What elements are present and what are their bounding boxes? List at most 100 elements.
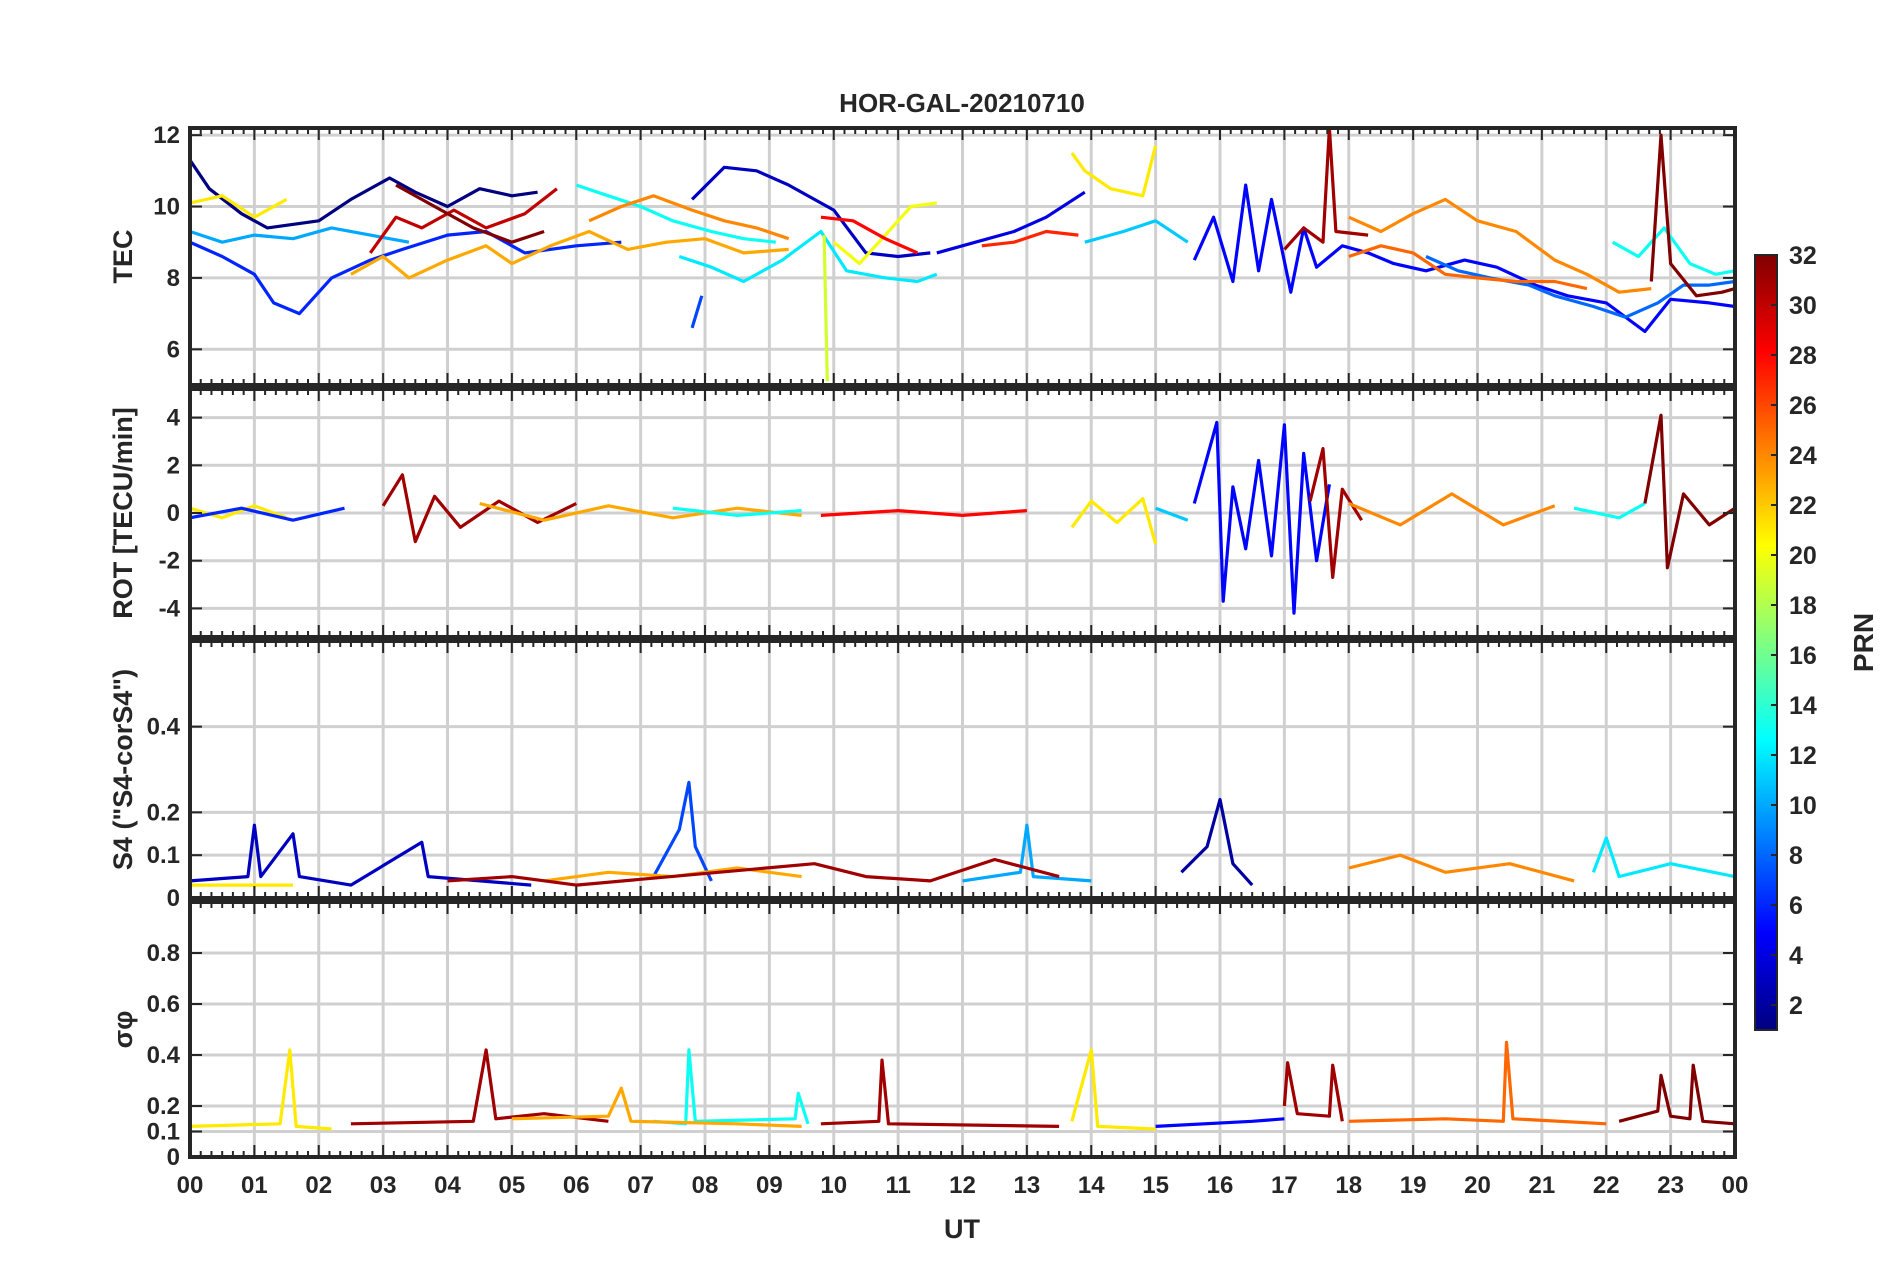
series-line-prn-7 [690, 295, 704, 329]
x-tick-label: 14 [1078, 1172, 1105, 1199]
series-line-prn-32 [395, 183, 545, 244]
panel-sigma: 00.10.2 0.4 0.6 0.8 σφ 00 01 02 03 04 05 06 07 08 09 10… [108, 900, 1749, 1199]
x-tick-label: 13 [1014, 1172, 1041, 1199]
colorbar-tick-label: 30 [1789, 292, 1817, 320]
colorbar-tick-label: 12 [1789, 742, 1817, 770]
series-line-prn-24 [1348, 492, 1556, 527]
series-line-prn-25 [1348, 244, 1588, 291]
y-axis-label: TEC [108, 230, 138, 284]
series-line-prn-25 [1348, 1040, 1607, 1126]
colorbar-tick-label: 22 [1789, 492, 1817, 520]
series-line-prn-11 [1084, 219, 1189, 244]
colorbar-label: PRN [1848, 613, 1879, 672]
colorbar-tick-label: 6 [1789, 892, 1803, 920]
x-tick-label: 22 [1593, 1172, 1620, 1199]
series-line-prn-20 [832, 201, 938, 266]
x-tick-label: 15 [1142, 1172, 1169, 1199]
series-line-prn-31 [350, 1048, 609, 1126]
series-line-prn-31 [820, 1058, 1060, 1128]
y-tick-label: -2 [159, 548, 180, 575]
series-line-prn-7 [652, 780, 713, 882]
series-group [190, 128, 1735, 382]
x-tick-label: 09 [756, 1172, 783, 1199]
series-line-prn-21 [190, 1048, 332, 1131]
colorbar-frame [1754, 254, 1778, 1031]
series-line-prn-31 [447, 857, 1060, 887]
y-tick-label: 0.2 [147, 799, 180, 826]
series-line-prn-31 [1308, 447, 1363, 579]
panel-s4: 0 0.1 0.2 0.4 S4 ("S4-corS4") [108, 639, 1737, 912]
series-line-prn-21 [1070, 497, 1158, 545]
axes-frame [188, 900, 1737, 1159]
x-tick-label: 01 [241, 1172, 268, 1199]
y-tick-label: 8 [167, 265, 180, 292]
colorbar-tick-label: 28 [1789, 342, 1817, 370]
colorbar-tick-label: 14 [1789, 692, 1817, 720]
series-line-prn-5 [1192, 420, 1331, 615]
series-line-prn-3 [690, 165, 931, 259]
y-axis-label: ROT [TECU/min] [108, 407, 138, 618]
axes-frame [188, 126, 1737, 387]
y-tick-label: 0.4 [147, 1042, 181, 1069]
x-tick-label: 18 [1335, 1172, 1362, 1199]
series-line-prn-32 [1643, 413, 1735, 570]
x-tick-label: 05 [499, 1172, 526, 1199]
axes-frame [188, 387, 1737, 639]
series-line-prn-19 [822, 235, 829, 382]
y-tick-label: 6 [167, 336, 180, 363]
x-tick-label: 23 [1657, 1172, 1684, 1199]
colorbar-tick-label: 18 [1789, 592, 1817, 620]
x-tick-label: 10 [820, 1172, 847, 1199]
x-tick-label: 07 [627, 1172, 654, 1199]
x-tick-label: 08 [692, 1172, 719, 1199]
x-tick-label: 00 [1722, 1172, 1749, 1199]
series-line-prn-6 [190, 229, 622, 316]
series-line-prn-31 [1283, 128, 1369, 251]
series-group [190, 780, 1735, 887]
x-tick-label: 20 [1464, 1172, 1491, 1199]
x-tick-label: 12 [949, 1172, 976, 1199]
colorbar-tick-label: 26 [1789, 392, 1817, 420]
y-tick-label: 4 [167, 405, 181, 432]
colorbar-tick-label: 4 [1789, 942, 1803, 970]
colorbar-tick-label: 16 [1789, 642, 1817, 670]
x-axis-label: UT [944, 1214, 980, 1244]
series-line-prn-2 [1180, 797, 1254, 887]
grid [188, 641, 1737, 900]
y-tick-label: 10 [153, 194, 180, 221]
y-tick-label: -4 [159, 595, 181, 622]
figure-title: HOR-GAL-20210710 [839, 88, 1085, 118]
y-tick-label: 0 [167, 885, 180, 912]
x-tick-label: 16 [1207, 1172, 1234, 1199]
colorbar-tick-label: 24 [1789, 442, 1817, 470]
series-line-prn-13 [672, 506, 802, 517]
series-line-prn-21 [190, 504, 288, 520]
y-tick-label: 0.2 [147, 1093, 180, 1120]
series-line-prn-1 [190, 159, 538, 230]
x-tick-label: 00 [177, 1172, 204, 1199]
colorbar-tick-label: 20 [1789, 542, 1817, 570]
x-tick-label: 04 [434, 1172, 461, 1199]
y-tick-label: 0.8 [147, 940, 180, 967]
y-axis-label: S4 ("S4-corS4") [108, 669, 138, 870]
y-tick-label: 0.1 [147, 1119, 180, 1146]
series-group [190, 1040, 1735, 1131]
series-line-prn-4 [936, 190, 1086, 255]
axes-frame [188, 639, 1737, 900]
series-line-prn-30 [369, 187, 558, 254]
series-line-prn-24 [588, 194, 790, 241]
series-line-prn-27 [981, 229, 1079, 248]
series-line-prn-24 [1348, 853, 1575, 883]
series-line-prn-13 [575, 183, 776, 244]
y-tick-label: 12 [153, 122, 180, 149]
series-line-prn-3 [190, 823, 532, 887]
series-line-prn-31 [1282, 1061, 1344, 1122]
series-line-prn-28 [820, 509, 1028, 517]
series-line-prn-21 [1070, 1048, 1156, 1131]
y-tick-label: 0.1 [147, 842, 180, 869]
y-tick-label: 2 [167, 452, 180, 479]
series-line-prn-11 [1155, 506, 1189, 522]
series-line-prn-12 [678, 229, 938, 284]
